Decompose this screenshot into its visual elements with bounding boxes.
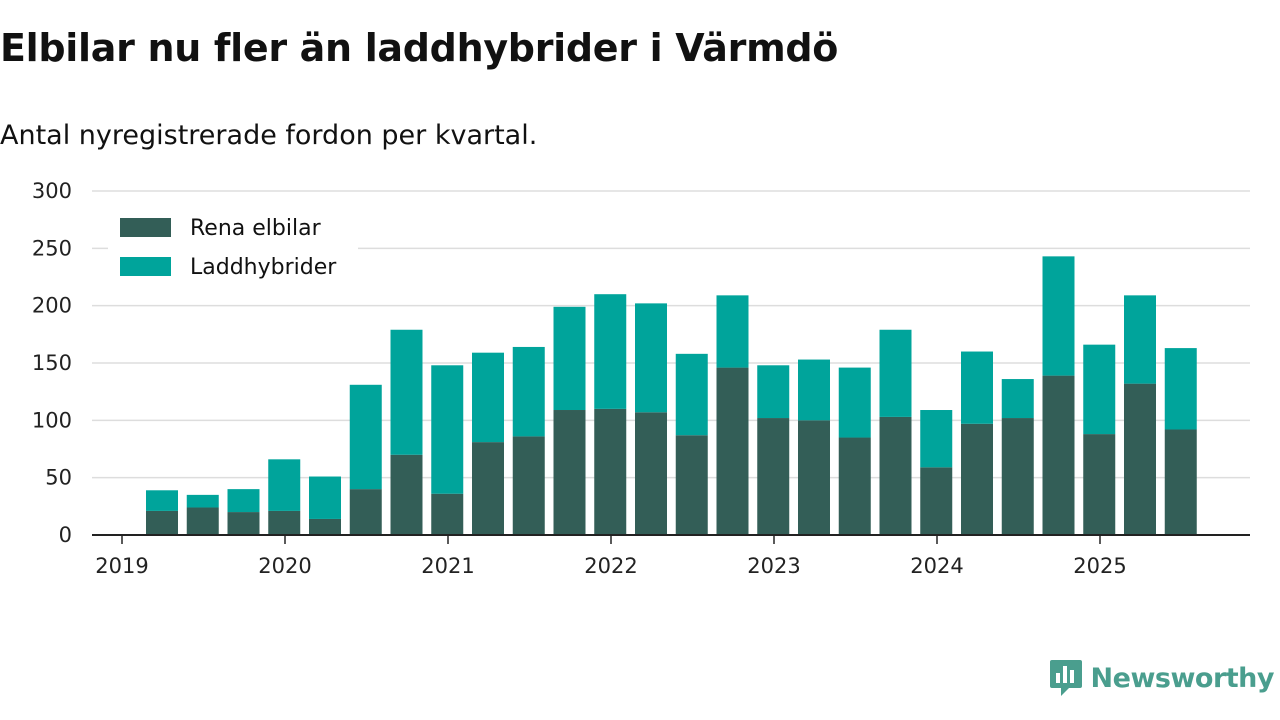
bar-laddhybrider xyxy=(227,489,260,513)
chart-title: Elbilar nu fler än laddhybrider i Värmdö xyxy=(0,26,839,70)
bar-laddhybrider xyxy=(146,490,178,511)
bar-rena-elbilar xyxy=(227,512,260,535)
bar-laddhybrider xyxy=(472,352,504,443)
bar-rena-elbilar xyxy=(879,416,912,535)
bar-rena-elbilar xyxy=(716,367,749,535)
bar-laddhybrider xyxy=(1124,295,1156,384)
bar-rena-elbilar xyxy=(594,408,627,535)
bar-rena-elbilar xyxy=(472,442,504,535)
bar-laddhybrider xyxy=(431,365,464,494)
bar-rena-elbilar xyxy=(512,436,545,535)
bar-rena-elbilar xyxy=(675,435,708,535)
bar-rena-elbilar xyxy=(798,420,830,535)
bar-rena-elbilar xyxy=(920,467,953,535)
x-tick-label: 2023 xyxy=(747,554,800,578)
bar-laddhybrider xyxy=(268,459,301,511)
bar-laddhybrider xyxy=(675,353,708,436)
legend-label-rena-elbilar: Rena elbilar xyxy=(190,216,322,241)
bar-rena-elbilar xyxy=(635,412,667,535)
legend-swatch-laddhybrider xyxy=(120,257,171,276)
y-tick-label: 250 xyxy=(32,236,72,260)
bar-rena-elbilar xyxy=(1042,375,1075,535)
bar-rena-elbilar xyxy=(1164,429,1197,535)
bar-rena-elbilar xyxy=(146,510,178,535)
x-tick-label: 2025 xyxy=(1073,554,1126,578)
bar-laddhybrider xyxy=(635,303,667,413)
bar-laddhybrider xyxy=(1083,344,1116,435)
bar-laddhybrider xyxy=(1164,348,1197,430)
bar-laddhybrider xyxy=(1042,256,1075,376)
bar-laddhybrider xyxy=(553,306,586,411)
bar-rena-elbilar xyxy=(757,418,790,535)
y-tick-label: 50 xyxy=(45,466,72,490)
x-tick-label: 2019 xyxy=(95,554,148,578)
brand-name: Newsworthy xyxy=(1090,662,1275,694)
bar-laddhybrider xyxy=(798,359,830,421)
bar-laddhybrider xyxy=(390,329,423,455)
bar-rena-elbilar xyxy=(431,493,464,535)
x-tick-label: 2020 xyxy=(258,554,311,578)
legend-swatch-rena-elbilar xyxy=(120,218,171,237)
bar-rena-elbilar xyxy=(838,437,871,535)
bar-laddhybrider xyxy=(186,494,219,508)
y-tick-label: 150 xyxy=(32,351,72,375)
y-tick-label: 100 xyxy=(32,408,72,432)
bar-rena-elbilar xyxy=(349,489,382,535)
x-tick-label: 2021 xyxy=(421,554,474,578)
bar-laddhybrider xyxy=(309,476,341,519)
bar-laddhybrider xyxy=(716,295,749,368)
bar-laddhybrider xyxy=(879,329,912,417)
newsworthy-brand: Newsworthy xyxy=(1049,658,1275,698)
bar-laddhybrider xyxy=(757,365,790,419)
bar-rena-elbilar xyxy=(1124,383,1156,535)
y-tick-label: 200 xyxy=(32,294,72,318)
legend-label-laddhybrider: Laddhybrider xyxy=(190,255,337,280)
x-tick-label: 2024 xyxy=(910,554,963,578)
bar-rena-elbilar xyxy=(268,510,301,535)
bar-rena-elbilar xyxy=(309,518,341,535)
bar-laddhybrider xyxy=(961,351,993,424)
bar-laddhybrider xyxy=(920,410,953,468)
bar-laddhybrider xyxy=(349,384,382,490)
bar-laddhybrider xyxy=(512,346,545,437)
bar-laddhybrider xyxy=(838,367,871,438)
bar-rena-elbilar xyxy=(1083,434,1116,535)
bar-rena-elbilar xyxy=(390,454,423,535)
bar-rena-elbilar xyxy=(961,423,993,535)
chart-subtitle: Antal nyregistrerade fordon per kvartal. xyxy=(0,120,538,151)
bar-laddhybrider xyxy=(1001,379,1034,419)
bar-rena-elbilar xyxy=(186,507,219,535)
bar-rena-elbilar xyxy=(1001,418,1034,535)
x-tick-label: 2022 xyxy=(584,554,637,578)
bar-laddhybrider xyxy=(594,294,627,409)
y-tick-label: 300 xyxy=(32,179,72,203)
newsworthy-logo-icon xyxy=(1049,660,1082,696)
y-tick-label: 0 xyxy=(59,523,72,547)
bar-rena-elbilar xyxy=(553,410,586,535)
